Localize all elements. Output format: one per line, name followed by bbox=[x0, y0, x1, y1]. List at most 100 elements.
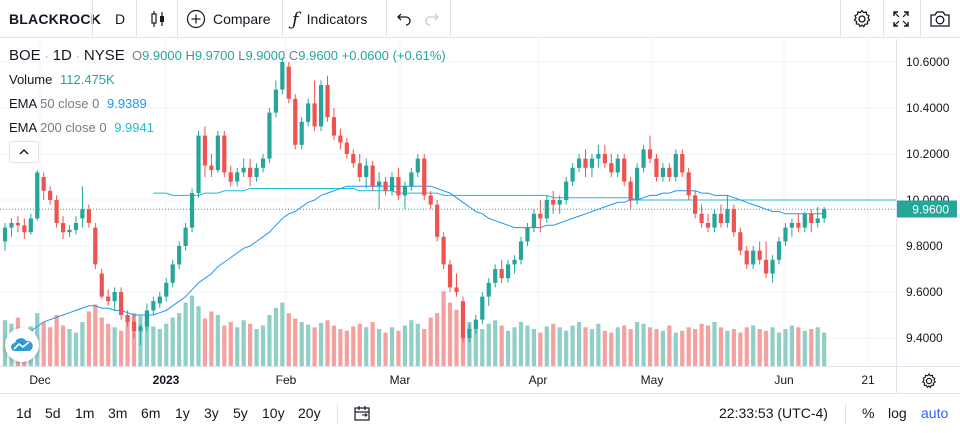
volume-bar bbox=[331, 325, 337, 366]
ema200-legend[interactable]: EMA 200 close 0 9.9941 bbox=[9, 120, 154, 135]
volume-bar bbox=[699, 323, 704, 366]
candle-body bbox=[564, 181, 569, 200]
symbol-search-button[interactable]: BLACKROCK bbox=[9, 11, 101, 27]
candle-body bbox=[822, 209, 827, 219]
settings-button[interactable] bbox=[852, 0, 874, 38]
range-1m-button[interactable]: 1m bbox=[75, 405, 95, 421]
candle-body bbox=[164, 282, 169, 297]
candle-body bbox=[570, 167, 575, 182]
candle-body bbox=[235, 172, 240, 182]
candle-body bbox=[254, 167, 259, 177]
range-10y-button[interactable]: 10y bbox=[262, 405, 285, 421]
candle-body bbox=[119, 292, 124, 315]
volume-bar bbox=[751, 325, 756, 366]
volume-bar bbox=[776, 332, 782, 366]
candle-body bbox=[815, 218, 820, 223]
volume-label: Volume bbox=[9, 72, 53, 87]
bottom-toolbar: 1d 5d 1m 3m 6m 1y 3y 5y 10y 20y 22:33:53… bbox=[0, 394, 960, 433]
chart-type-button[interactable] bbox=[144, 0, 172, 38]
tradingview-logo[interactable] bbox=[5, 328, 39, 362]
price-tick: 9.8000 bbox=[906, 239, 943, 253]
candle-body bbox=[712, 213, 717, 228]
camera-icon bbox=[930, 11, 950, 27]
volume-bar bbox=[596, 323, 601, 366]
candle-body bbox=[473, 319, 478, 329]
clock-display[interactable]: 22:33:53 (UTC-4) bbox=[719, 405, 828, 421]
volume-bar bbox=[99, 317, 104, 366]
redo-button[interactable] bbox=[424, 0, 442, 38]
candle-body bbox=[177, 246, 182, 265]
candle-body bbox=[286, 66, 291, 99]
candle-body bbox=[744, 250, 749, 265]
log-toggle[interactable]: log bbox=[888, 405, 907, 421]
volume-value: 112.475K bbox=[60, 72, 115, 87]
undo-button[interactable] bbox=[396, 0, 414, 38]
volume-bar bbox=[125, 320, 130, 366]
volume-bar bbox=[73, 332, 79, 366]
candle-body bbox=[106, 296, 111, 302]
percent-toggle[interactable]: % bbox=[862, 405, 875, 421]
range-6m-button[interactable]: 6m bbox=[141, 405, 161, 421]
gear-icon bbox=[921, 372, 937, 388]
ema50-legend[interactable]: EMA 50 close 0 9.9389 bbox=[9, 96, 147, 111]
top-toolbar: BLACKROCK D Compare ƒ Indicators bbox=[0, 0, 960, 38]
volume-legend[interactable]: Volume 112.475K bbox=[9, 72, 115, 87]
legend-collapse-button[interactable] bbox=[9, 141, 39, 163]
range-3m-button[interactable]: 3m bbox=[108, 405, 128, 421]
candle-body bbox=[602, 154, 607, 164]
volume-bar bbox=[589, 329, 595, 366]
volume-bar bbox=[112, 327, 117, 366]
candle-body bbox=[351, 154, 356, 164]
volume-bar bbox=[660, 330, 665, 366]
candle-body bbox=[435, 204, 440, 237]
candle-body bbox=[499, 269, 504, 279]
volume-bar bbox=[357, 323, 362, 366]
volume-bar bbox=[202, 318, 208, 366]
indicators-label: Indicators bbox=[306, 11, 368, 27]
indicators-button[interactable]: ƒ Indicators bbox=[292, 0, 387, 38]
compare-button[interactable]: Compare bbox=[186, 0, 276, 38]
candle-body bbox=[615, 158, 620, 173]
candle-body bbox=[525, 227, 530, 242]
price-chart[interactable] bbox=[0, 39, 960, 366]
candle-body bbox=[428, 195, 433, 205]
go-to-date-button[interactable] bbox=[353, 405, 371, 428]
candle-body bbox=[705, 223, 711, 228]
candle-body bbox=[54, 200, 59, 223]
auto-toggle[interactable]: auto bbox=[921, 405, 949, 421]
time-label-year: 2023 bbox=[152, 373, 180, 387]
volume-bar bbox=[764, 330, 769, 366]
time-label: Apr bbox=[528, 373, 548, 387]
volume-bar bbox=[422, 329, 427, 366]
range-1d-button[interactable]: 1d bbox=[16, 405, 32, 421]
candle-body bbox=[789, 223, 794, 228]
candle-body bbox=[370, 165, 375, 187]
candle-body bbox=[338, 135, 343, 143]
change-value: +0.0600 (+0.61%) bbox=[341, 48, 446, 63]
plus-circle-icon bbox=[186, 9, 206, 29]
range-1y-button[interactable]: 1y bbox=[175, 405, 190, 421]
fullscreen-button[interactable] bbox=[892, 0, 912, 38]
candle-body bbox=[802, 213, 807, 228]
range-5y-button[interactable]: 5y bbox=[233, 405, 248, 421]
axis-settings-button[interactable] bbox=[896, 367, 960, 394]
toolbar-divider bbox=[177, 0, 178, 38]
candle-body bbox=[718, 213, 724, 223]
volume-bar bbox=[415, 323, 420, 366]
interval-button[interactable]: D bbox=[114, 11, 126, 27]
range-20y-button[interactable]: 20y bbox=[298, 405, 321, 421]
price-axis[interactable]: 10.6000 10.4000 10.2000 10.0000 9.8000 9… bbox=[896, 39, 960, 366]
volume-bar bbox=[564, 330, 569, 366]
time-axis[interactable]: Dec 2023 Feb Mar Apr May Jun 21 bbox=[0, 366, 960, 394]
chart-pane[interactable] bbox=[0, 39, 960, 366]
volume-bar bbox=[273, 307, 278, 366]
candle-body bbox=[306, 103, 311, 122]
range-3y-button[interactable]: 3y bbox=[204, 405, 219, 421]
legend-ticker: BOE bbox=[9, 47, 41, 64]
candle-body bbox=[680, 154, 685, 173]
volume-bar bbox=[822, 332, 827, 366]
screenshot-button[interactable] bbox=[929, 0, 951, 38]
volume-bar bbox=[622, 325, 627, 366]
candle-body bbox=[441, 236, 446, 265]
range-5d-button[interactable]: 5d bbox=[45, 405, 61, 421]
